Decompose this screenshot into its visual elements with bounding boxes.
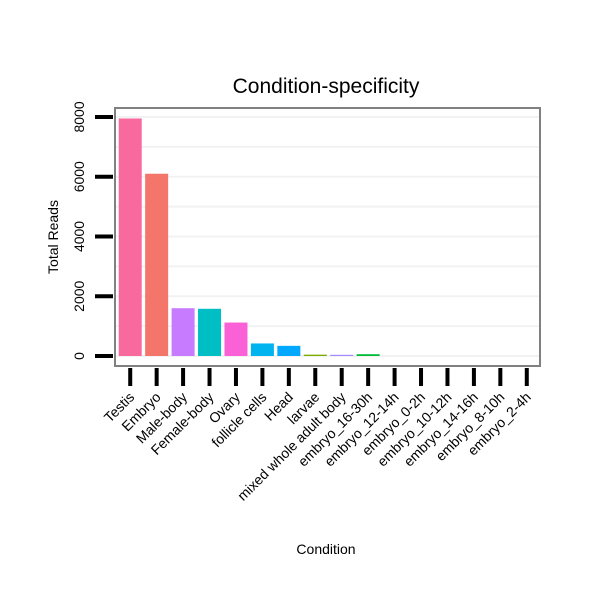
bar <box>303 354 327 356</box>
chart-title: Condition-specificity <box>233 75 420 98</box>
y-axis-label: Total Reads <box>45 200 61 274</box>
bar <box>356 354 380 356</box>
bar <box>330 354 354 357</box>
bar <box>145 173 169 356</box>
bar <box>171 308 195 356</box>
bars <box>118 118 380 357</box>
y-tick-label: 2000 <box>71 280 87 311</box>
bar <box>250 343 274 356</box>
bar <box>277 345 301 356</box>
x-axis-label: Condition <box>296 541 355 557</box>
y-tick-label: 4000 <box>71 221 87 252</box>
bar <box>224 322 248 356</box>
y-tick-label: 6000 <box>71 161 87 192</box>
bar <box>118 118 142 357</box>
x-axis: TestisEmbryoMale-bodyFemale-bodyOvaryfol… <box>101 368 534 504</box>
y-tick-label: 0 <box>71 352 87 360</box>
y-axis: 0 2000 4000 6000 8000 <box>71 101 113 360</box>
plot-border <box>114 107 541 367</box>
bar <box>198 308 222 356</box>
y-tick-label: 8000 <box>71 101 87 132</box>
